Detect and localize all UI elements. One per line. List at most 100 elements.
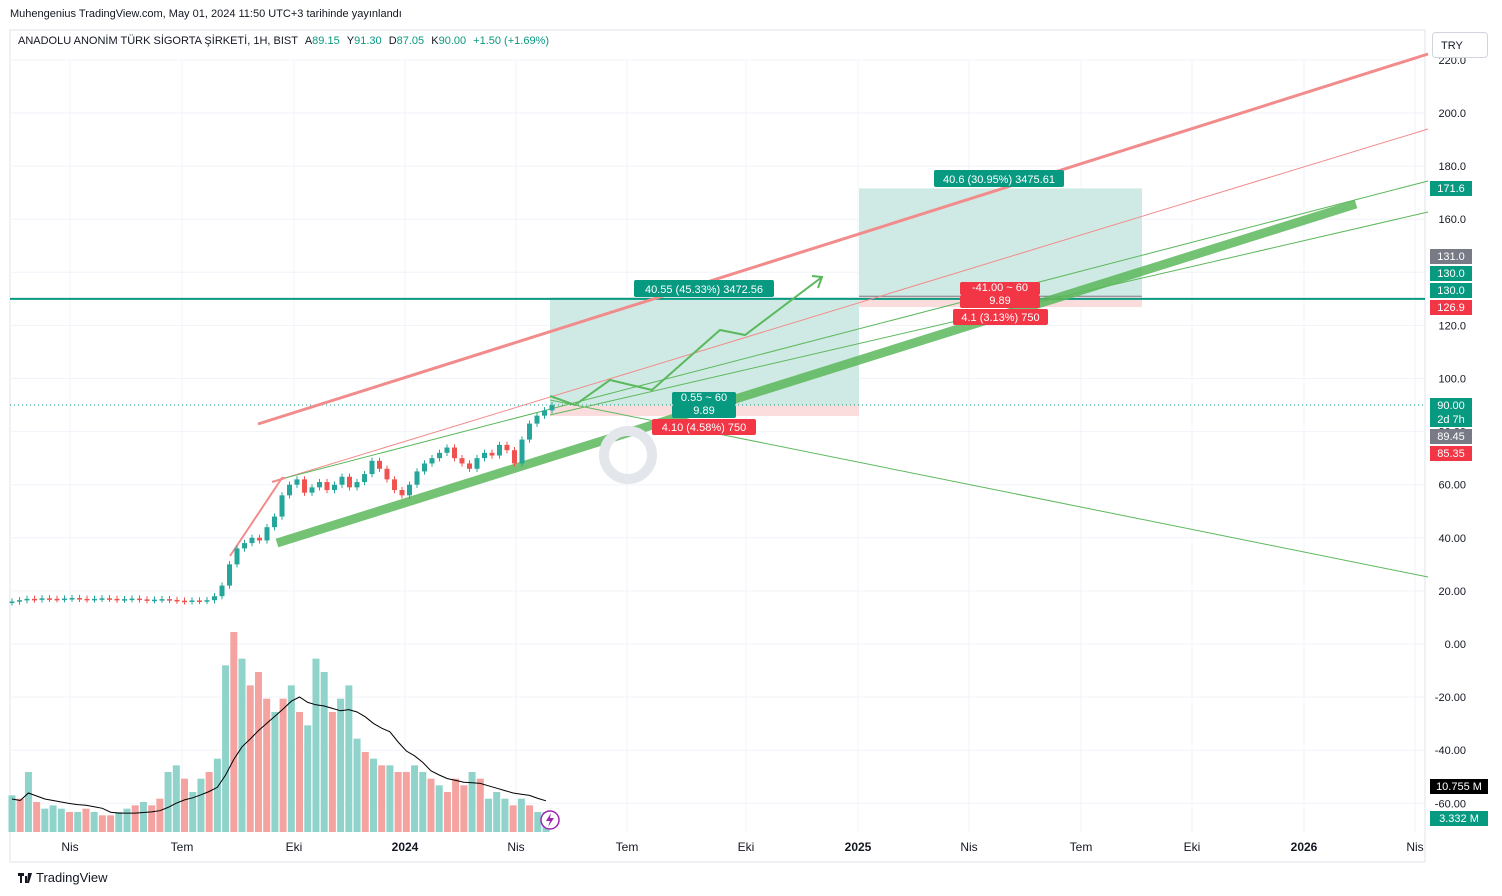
- candle-body: [317, 482, 322, 488]
- x-tick-label: Nis: [507, 840, 524, 854]
- candle-body: [32, 598, 37, 601]
- volume-bar: [8, 795, 16, 832]
- volume-bar: [33, 802, 41, 832]
- candle-body: [527, 423, 532, 440]
- volume-bar: [156, 798, 164, 832]
- volume-bar: [222, 665, 230, 832]
- candle-body: [534, 415, 540, 424]
- publish-info: Muhengenius TradingView.com, May 01, 202…: [10, 8, 402, 20]
- x-tick-label: Eki: [1184, 840, 1201, 854]
- volume-bar: [172, 765, 180, 832]
- volume-bar: [427, 778, 435, 832]
- volume-bar: [353, 738, 361, 832]
- channel-green-thin-line: [284, 180, 1429, 479]
- candle-body: [542, 410, 547, 416]
- price-badge-text: 126.9: [1437, 302, 1465, 314]
- candle-body: [174, 599, 180, 602]
- low-label: D: [388, 35, 397, 47]
- volume-bar: [115, 812, 123, 832]
- trade-label-box: [960, 295, 1040, 308]
- y-tick-label: -60.00: [1435, 798, 1466, 810]
- volume-bar: [238, 658, 246, 832]
- volume-bar: [476, 778, 484, 832]
- volume-bar: [49, 805, 57, 832]
- volume-bar: [517, 798, 525, 832]
- candle-body: [197, 600, 202, 602]
- price-badge: [1430, 446, 1472, 461]
- x-tick-label: Nis: [960, 840, 977, 854]
- volume-bar: [139, 802, 147, 832]
- candle-body: [219, 585, 225, 597]
- volume-bar: [98, 815, 106, 832]
- volume-bar: [164, 772, 172, 832]
- y-tick-label: 160.0: [1438, 214, 1466, 226]
- volume-bar: [24, 772, 32, 832]
- volume-bar: [16, 798, 24, 832]
- price-badge: [1430, 779, 1488, 794]
- price-badge-text: 3.332 M: [1439, 813, 1479, 825]
- trade-label-text: 4.1 (3.13%) 750: [961, 312, 1039, 324]
- price-badge-text: 85.35: [1437, 448, 1465, 460]
- trade-label-box: [672, 392, 736, 405]
- price-badge: [1430, 181, 1472, 196]
- volume-bar: [526, 805, 534, 832]
- candle-body: [264, 527, 270, 541]
- candle-body: [549, 405, 555, 411]
- trade-label-text: 0.55 ~ 60: [681, 392, 727, 404]
- x-tick-label: 2024: [392, 840, 419, 854]
- volume-bar: [419, 772, 427, 832]
- volume-bar: [181, 778, 189, 832]
- footer-brand: TradingView: [18, 870, 108, 885]
- volume-bar: [123, 808, 131, 832]
- candle-body: [287, 484, 292, 496]
- trade-label-text: -41.00 ~ 60: [972, 282, 1028, 294]
- price-badge-text: 10.755 M: [1436, 781, 1482, 793]
- candle-body: [17, 600, 22, 602]
- volume-bar: [279, 698, 287, 832]
- trade-label-box: [934, 170, 1064, 187]
- candle-body: [279, 495, 285, 517]
- candle-body: [242, 543, 247, 549]
- price-badge: [1430, 249, 1472, 264]
- candle-body: [309, 487, 315, 493]
- volume-bar: [304, 725, 312, 832]
- volume-bar: [468, 772, 476, 832]
- volume-bar: [361, 752, 369, 832]
- chart-frame: [9, 29, 1426, 863]
- candle-body: [324, 482, 330, 491]
- close-label: K: [431, 35, 439, 47]
- trade-label-text: 4.10 (4.58%) 750: [662, 422, 746, 434]
- candle-body: [354, 482, 360, 488]
- candle-body: [47, 598, 52, 600]
- volume-bar: [197, 778, 205, 832]
- candle-body: [339, 476, 345, 485]
- volume-bar: [287, 685, 295, 832]
- candle-body: [272, 516, 277, 528]
- candle-body: [489, 452, 495, 456]
- price-badge-text: 90.00: [1437, 400, 1465, 412]
- currency-selector[interactable]: TRY: [1432, 32, 1488, 58]
- y-tick-label: -20.00: [1435, 692, 1466, 704]
- candle-body: [302, 479, 307, 493]
- candle-body: [137, 598, 142, 601]
- candle-body: [407, 484, 412, 496]
- target-zone: [859, 188, 1142, 297]
- change-value: +1.50 (+1.69%): [473, 35, 550, 47]
- x-tick-label: Tem: [616, 840, 639, 854]
- candle-body: [39, 598, 45, 600]
- x-tick-label: Nis: [1406, 840, 1423, 854]
- volume-bar: [131, 805, 139, 832]
- candle-body: [497, 444, 502, 456]
- trade-label-box: [634, 280, 774, 297]
- price-badge: [1430, 398, 1472, 413]
- volume-bar: [57, 808, 65, 832]
- candle-body: [467, 463, 472, 469]
- volume-bar: [345, 685, 353, 832]
- candle-body: [347, 476, 352, 488]
- candle-body: [519, 439, 525, 464]
- price-badge: [1430, 811, 1488, 826]
- x-tick-label: Tem: [1070, 840, 1093, 854]
- open-value: 89.15: [312, 35, 340, 47]
- y-tick-label: 200.0: [1438, 108, 1466, 120]
